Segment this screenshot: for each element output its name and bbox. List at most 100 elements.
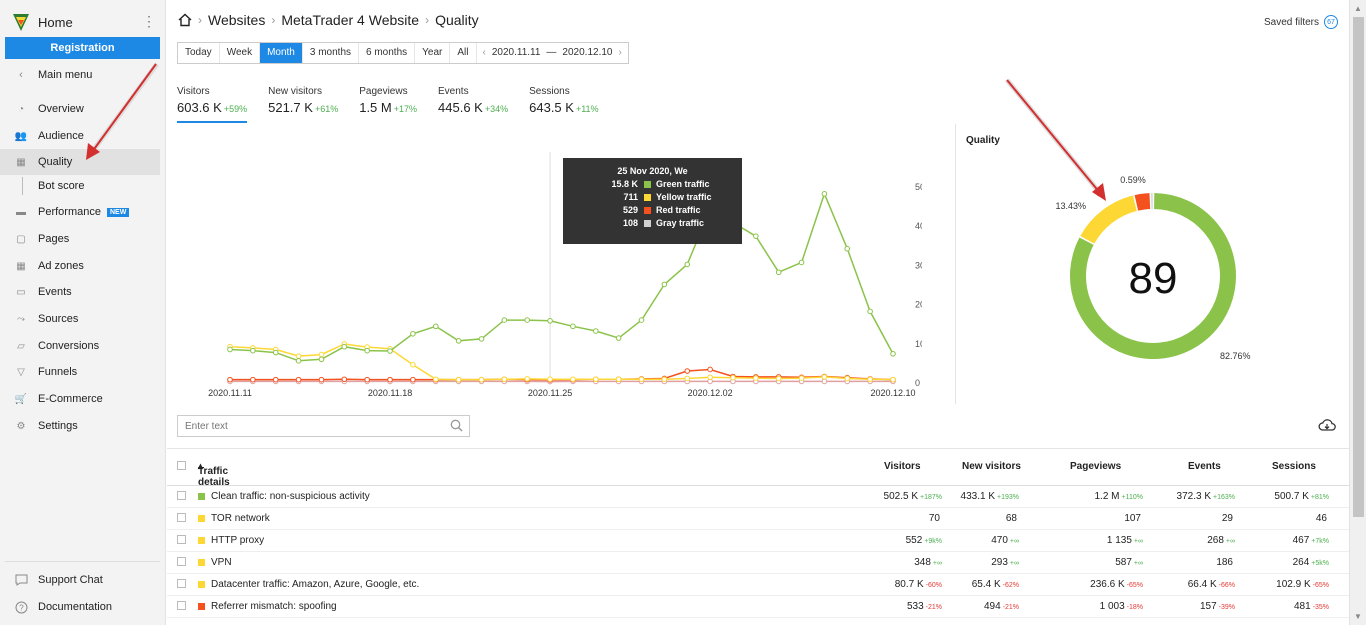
- data-point[interactable]: [501, 376, 508, 383]
- data-point[interactable]: [318, 351, 325, 358]
- metric-pageviews[interactable]: Pageviews 1.5 M +17%: [359, 86, 417, 123]
- data-point[interactable]: [570, 376, 576, 383]
- search-input[interactable]: [178, 416, 438, 436]
- data-point[interactable]: [730, 374, 736, 381]
- header-sessions[interactable]: Sessions: [1272, 461, 1316, 472]
- sidebar-item-audience[interactable]: 👥 Audience: [0, 123, 160, 149]
- data-point[interactable]: [661, 376, 668, 383]
- sidebar-item-e-commerce[interactable]: 🛒 E-Commerce: [0, 386, 160, 412]
- data-point[interactable]: [753, 375, 759, 381]
- breadcrumb-websites[interactable]: Websites: [208, 12, 266, 28]
- sidebar-item-performance[interactable]: ▬ Performance NEW: [0, 199, 160, 225]
- sidebar-item-quality[interactable]: ▦ Quality: [0, 149, 160, 175]
- row-checkbox[interactable]: [177, 579, 186, 588]
- date-range[interactable]: ‹ 2020.11.11 — 2020.12.10 ›: [477, 43, 628, 63]
- data-point[interactable]: [455, 376, 462, 383]
- data-point[interactable]: [364, 376, 370, 383]
- support-chat-link[interactable]: Support Chat: [0, 567, 160, 593]
- row-checkbox[interactable]: [177, 557, 186, 566]
- data-point[interactable]: [844, 375, 851, 382]
- data-point[interactable]: [867, 308, 873, 315]
- data-point[interactable]: [364, 347, 370, 354]
- data-point[interactable]: [684, 261, 691, 268]
- breadcrumb-site[interactable]: MetaTrader 4 Website: [281, 12, 420, 28]
- data-point[interactable]: [638, 376, 645, 383]
- data-point[interactable]: [638, 317, 645, 323]
- home-icon[interactable]: [178, 13, 192, 27]
- data-point[interactable]: [821, 374, 828, 380]
- data-point[interactable]: [250, 347, 256, 354]
- data-point[interactable]: [867, 376, 873, 383]
- header-events[interactable]: Events: [1188, 461, 1221, 472]
- row-checkbox[interactable]: [177, 535, 186, 544]
- sidebar-item-pages[interactable]: ▢ Pages: [0, 226, 160, 252]
- data-point[interactable]: [318, 356, 325, 363]
- data-point[interactable]: [387, 376, 393, 383]
- main-menu-link[interactable]: ‹ Main menu: [0, 62, 160, 88]
- data-point[interactable]: [272, 349, 279, 356]
- row-checkbox[interactable]: [177, 513, 186, 522]
- period-month[interactable]: Month: [260, 43, 303, 63]
- period-6-months[interactable]: 6 months: [359, 43, 416, 63]
- data-point[interactable]: [821, 191, 828, 197]
- data-point[interactable]: [844, 245, 851, 252]
- data-point[interactable]: [295, 353, 302, 359]
- page-scrollbar[interactable]: ▲ ▼: [1349, 0, 1366, 625]
- data-point[interactable]: [753, 233, 759, 239]
- data-point[interactable]: [890, 350, 896, 357]
- sidebar-item-settings[interactable]: ⚙ Settings: [0, 413, 160, 439]
- data-point[interactable]: [410, 361, 416, 368]
- data-point[interactable]: [295, 358, 302, 364]
- scrollbar-thumb[interactable]: [1353, 17, 1364, 517]
- header-new-visitors[interactable]: New visitors: [962, 461, 1021, 472]
- more-menu-icon[interactable]: ⋮: [142, 13, 156, 29]
- table-row[interactable]: TOR network 70 68 107 29 46: [167, 508, 1349, 530]
- data-point[interactable]: [341, 376, 348, 383]
- data-point[interactable]: [524, 317, 531, 323]
- metric-visitors[interactable]: Visitors 603.6 K +59%: [177, 86, 248, 123]
- data-point[interactable]: [410, 330, 416, 337]
- chevron-left-icon[interactable]: ‹: [482, 47, 486, 58]
- period-today[interactable]: Today: [178, 43, 220, 63]
- data-point[interactable]: [707, 366, 713, 373]
- data-point[interactable]: [821, 378, 828, 385]
- header-pageviews[interactable]: Pageviews: [1070, 461, 1122, 472]
- data-point[interactable]: [775, 375, 782, 382]
- data-point[interactable]: [592, 328, 599, 334]
- table-row[interactable]: Clean traffic: non-suspicious activity 50…: [167, 486, 1349, 508]
- data-point[interactable]: [798, 259, 805, 266]
- row-checkbox[interactable]: [177, 601, 186, 610]
- data-point[interactable]: [272, 376, 279, 383]
- data-point[interactable]: [661, 281, 668, 288]
- sidebar-item-ad-zones[interactable]: ▦ Ad zones: [0, 253, 160, 279]
- data-point[interactable]: [455, 338, 462, 344]
- chevron-right-icon[interactable]: ›: [618, 47, 622, 58]
- data-point[interactable]: [295, 376, 302, 383]
- data-point[interactable]: [387, 348, 393, 354]
- data-point[interactable]: [524, 376, 531, 382]
- data-point[interactable]: [707, 374, 713, 381]
- data-point[interactable]: [684, 375, 691, 382]
- data-point[interactable]: [227, 376, 233, 383]
- scroll-down-icon[interactable]: ▼: [1354, 612, 1362, 621]
- data-point[interactable]: [227, 346, 233, 353]
- period-3-months[interactable]: 3 months: [303, 43, 360, 63]
- data-point[interactable]: [501, 317, 508, 323]
- header-traffic-details[interactable]: Traffic details ▴: [198, 461, 230, 488]
- sidebar-item-sources[interactable]: ⤳ Sources: [0, 306, 160, 332]
- sidebar-item-funnels[interactable]: ▽ Funnels: [0, 359, 160, 385]
- data-point[interactable]: [775, 269, 782, 276]
- data-point[interactable]: [570, 323, 576, 330]
- data-point[interactable]: [478, 336, 485, 342]
- sidebar-item-events[interactable]: ▭ Events: [0, 279, 160, 305]
- data-point[interactable]: [341, 343, 348, 350]
- table-row[interactable]: Referrer mismatch: spoofing 533 -21% 494 -21…: [167, 596, 1349, 618]
- search-icon[interactable]: [450, 419, 463, 432]
- metric-new-visitors[interactable]: New visitors 521.7 K +61%: [268, 86, 338, 123]
- donut-slice[interactable]: [1134, 193, 1151, 211]
- row-checkbox[interactable]: [177, 491, 186, 500]
- sidebar-item-conversions[interactable]: ▱ Conversions: [0, 333, 160, 359]
- data-point[interactable]: [684, 368, 691, 374]
- sidebar-item-overview[interactable]: ◔ Overview: [0, 96, 160, 122]
- metric-events[interactable]: Events 445.6 K +34%: [438, 86, 508, 123]
